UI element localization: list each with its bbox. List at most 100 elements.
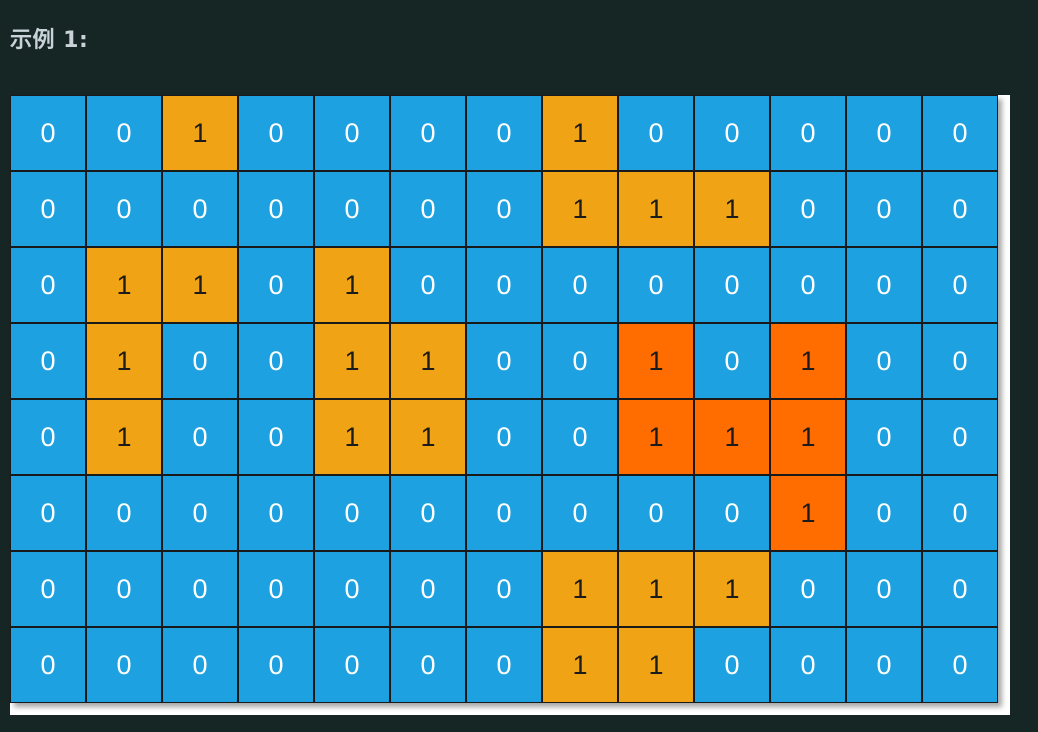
grid-cell-land: 1 bbox=[543, 552, 617, 626]
grid-cell-land: 1 bbox=[771, 400, 845, 474]
grid-cell-land: 1 bbox=[315, 400, 389, 474]
grid-cell-water: 0 bbox=[239, 248, 313, 322]
grid-cell-water: 0 bbox=[163, 400, 237, 474]
grid-cell-water: 0 bbox=[11, 96, 85, 170]
grid-cell-land: 1 bbox=[695, 172, 769, 246]
grid-cell-water: 0 bbox=[391, 552, 465, 626]
grid-cell-water: 0 bbox=[163, 476, 237, 550]
grid-cell-water: 0 bbox=[923, 400, 997, 474]
grid-cell-land: 1 bbox=[87, 400, 161, 474]
grid-cell-water: 0 bbox=[695, 476, 769, 550]
grid-cell-water: 0 bbox=[847, 476, 921, 550]
grid-cell-water: 0 bbox=[315, 628, 389, 702]
grid-cell-water: 0 bbox=[467, 96, 541, 170]
grid-cell-water: 0 bbox=[87, 96, 161, 170]
grid-cell-water: 0 bbox=[695, 324, 769, 398]
grid-cell-land: 1 bbox=[695, 400, 769, 474]
grid-cell-water: 0 bbox=[391, 628, 465, 702]
grid-cell-water: 0 bbox=[467, 172, 541, 246]
grid-cell-water: 0 bbox=[163, 172, 237, 246]
grid-cell-water: 0 bbox=[391, 248, 465, 322]
grid-cell-land: 1 bbox=[315, 324, 389, 398]
grid-cell-water: 0 bbox=[163, 628, 237, 702]
grid-cell-land: 1 bbox=[771, 324, 845, 398]
grid-cell-water: 0 bbox=[543, 324, 617, 398]
grid-cell-water: 0 bbox=[239, 172, 313, 246]
grid-cell-water: 0 bbox=[543, 400, 617, 474]
grid-cell-water: 0 bbox=[239, 324, 313, 398]
grid-cell-water: 0 bbox=[847, 628, 921, 702]
grid-cell-water: 0 bbox=[847, 96, 921, 170]
grid-cell-water: 0 bbox=[923, 552, 997, 626]
grid-cell-water: 0 bbox=[695, 248, 769, 322]
grid-cell-water: 0 bbox=[315, 552, 389, 626]
grid-cell-land: 1 bbox=[619, 172, 693, 246]
grid-cell-water: 0 bbox=[467, 248, 541, 322]
grid-cell-water: 0 bbox=[619, 476, 693, 550]
grid-cell-water: 0 bbox=[847, 400, 921, 474]
example-title: 示例 1: bbox=[10, 28, 89, 53]
grid-cell-water: 0 bbox=[11, 476, 85, 550]
grid-cell-water: 0 bbox=[11, 400, 85, 474]
grid-cell-land: 1 bbox=[391, 400, 465, 474]
grid-cell-land: 1 bbox=[619, 400, 693, 474]
grid-cell-water: 0 bbox=[11, 172, 85, 246]
grid-cell-water: 0 bbox=[771, 172, 845, 246]
grid-cell-water: 0 bbox=[467, 476, 541, 550]
grid-cell-water: 0 bbox=[87, 628, 161, 702]
grid-cell-water: 0 bbox=[391, 96, 465, 170]
grid-cell-water: 0 bbox=[923, 96, 997, 170]
grid-cell-water: 0 bbox=[923, 476, 997, 550]
grid-cell-water: 0 bbox=[11, 324, 85, 398]
grid-cell-water: 0 bbox=[467, 552, 541, 626]
grid-cell-water: 0 bbox=[543, 476, 617, 550]
grid-cell-water: 0 bbox=[467, 628, 541, 702]
grid-cell-water: 0 bbox=[543, 248, 617, 322]
grid-cell-land: 1 bbox=[619, 628, 693, 702]
grid-cell-land: 1 bbox=[87, 324, 161, 398]
grid-cell-water: 0 bbox=[11, 248, 85, 322]
grid-cell-water: 0 bbox=[467, 400, 541, 474]
grid-cell-land: 1 bbox=[163, 96, 237, 170]
grid-cell-water: 0 bbox=[87, 476, 161, 550]
grid-cell-land: 1 bbox=[619, 324, 693, 398]
grid-cell-water: 0 bbox=[847, 248, 921, 322]
grid-cell-water: 0 bbox=[771, 248, 845, 322]
grid-cell-water: 0 bbox=[771, 552, 845, 626]
grid-cell-water: 0 bbox=[239, 400, 313, 474]
grid-cell-water: 0 bbox=[239, 628, 313, 702]
grid-cell-water: 0 bbox=[239, 96, 313, 170]
grid-cell-water: 0 bbox=[163, 552, 237, 626]
grid-cell-land: 1 bbox=[543, 172, 617, 246]
grid-cell-water: 0 bbox=[619, 248, 693, 322]
grid-cell-water: 0 bbox=[315, 172, 389, 246]
grid-cell-land: 1 bbox=[771, 476, 845, 550]
grid-cell-land: 1 bbox=[543, 628, 617, 702]
grid-cell-water: 0 bbox=[695, 628, 769, 702]
grid-cell-water: 0 bbox=[239, 552, 313, 626]
grid-cell-water: 0 bbox=[87, 552, 161, 626]
grid-cell-water: 0 bbox=[391, 476, 465, 550]
grid-cell-water: 0 bbox=[923, 324, 997, 398]
grid-cell-water: 0 bbox=[771, 96, 845, 170]
grid-cell-land: 1 bbox=[391, 324, 465, 398]
grid-cell-water: 0 bbox=[847, 324, 921, 398]
grid-cell-land: 1 bbox=[315, 248, 389, 322]
grid-cell-water: 0 bbox=[315, 96, 389, 170]
grid-cell-water: 0 bbox=[467, 324, 541, 398]
grid-cell-water: 0 bbox=[771, 628, 845, 702]
grid-cell-land: 1 bbox=[163, 248, 237, 322]
grid-cell-water: 0 bbox=[847, 172, 921, 246]
grid-cell-water: 0 bbox=[695, 96, 769, 170]
grid-cell-water: 0 bbox=[11, 628, 85, 702]
grid-cell-water: 0 bbox=[923, 172, 997, 246]
grid-cell-water: 0 bbox=[847, 552, 921, 626]
grid-cell-water: 0 bbox=[923, 248, 997, 322]
grid-cell-water: 0 bbox=[163, 324, 237, 398]
grid-cell-water: 0 bbox=[239, 476, 313, 550]
grid-cell-water: 0 bbox=[11, 552, 85, 626]
grid-cell-land: 1 bbox=[695, 552, 769, 626]
grid-cell-water: 0 bbox=[87, 172, 161, 246]
